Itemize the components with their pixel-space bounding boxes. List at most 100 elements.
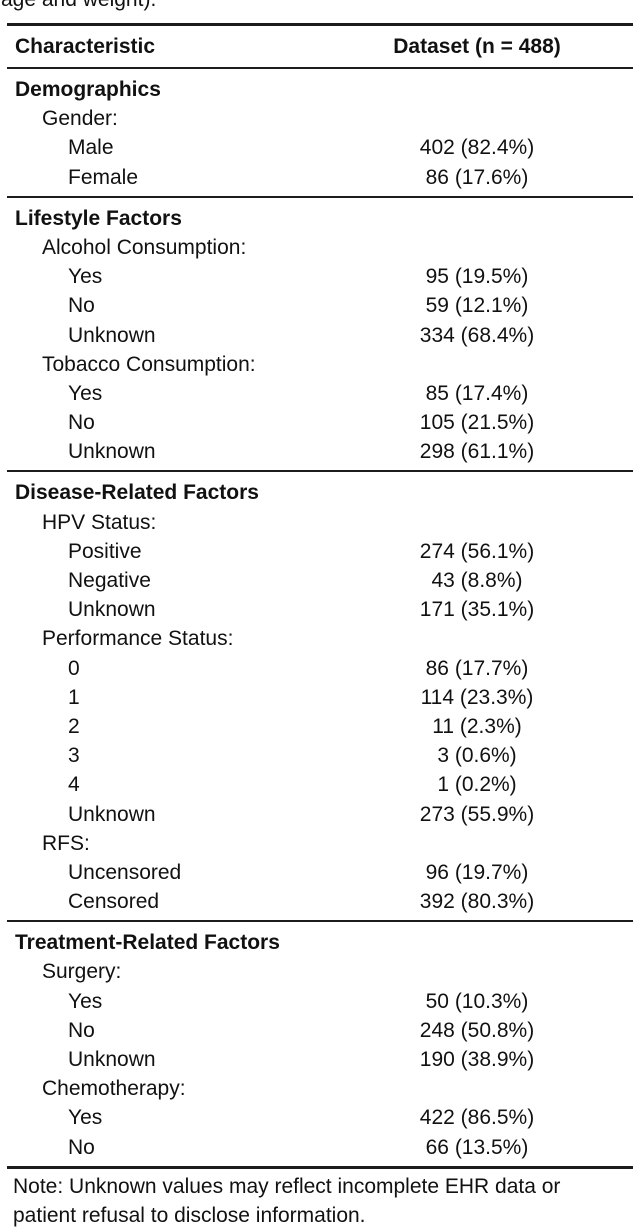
row-value: 402 (82.4%) xyxy=(419,136,535,160)
table-section: Demographics Gender: Male 402 (82.4%) Female… xyxy=(7,69,633,196)
table-row: Unknown 273 (55.9%) xyxy=(7,800,633,829)
row-value: 59 (12.1%) xyxy=(425,294,529,318)
row-label: 0 xyxy=(68,656,80,680)
row-value: 273 (55.9%) xyxy=(419,802,535,826)
table-row: Unknown 298 (61.1%) xyxy=(7,437,633,466)
row-value xyxy=(377,829,577,858)
section-header-row: Disease-Related Factors xyxy=(7,478,633,507)
table-section: Treatment-Related Factors Surgery: Yes 50 (… xyxy=(7,922,633,1166)
table-row: Gender: xyxy=(7,104,633,133)
row-label: No xyxy=(68,1135,95,1159)
note-line-1: Note: Unknown values may reflect incompl… xyxy=(13,1174,561,1198)
row-label: Unknown xyxy=(68,802,156,826)
row-value: 86 (17.7%) xyxy=(425,656,529,680)
section-divider-rule xyxy=(7,920,633,923)
row-label: No xyxy=(68,294,95,318)
row-value: 298 (61.1%) xyxy=(419,440,535,464)
row-value: 114 (23.3%) xyxy=(420,685,534,709)
header-dataset-n: Dataset (n = 488) xyxy=(393,35,561,58)
row-value: 95 (19.5%) xyxy=(425,265,529,289)
table-row: Negative 43 (8.8%) xyxy=(7,566,633,595)
row-label: No xyxy=(68,411,95,435)
section-divider-rule xyxy=(7,195,633,198)
row-value: 105 (21.5%) xyxy=(419,411,535,435)
row-label: RFS: xyxy=(42,831,90,855)
row-value: 85 (17.4%) xyxy=(425,381,529,405)
row-label: Unknown xyxy=(68,440,156,464)
row-label: Chemotherapy: xyxy=(42,1077,186,1101)
table-row: 3 3 (0.6%) xyxy=(7,741,633,770)
table-header-rule xyxy=(7,67,633,69)
row-label: 2 xyxy=(68,714,80,738)
row-label: Surgery: xyxy=(42,960,122,984)
table-bottom-rule xyxy=(7,1165,633,1169)
row-label: Yes xyxy=(68,989,103,1013)
row-value xyxy=(377,1074,577,1103)
table-row: Censored 392 (80.3%) xyxy=(7,887,633,916)
table-row: 2 11 (2.3%) xyxy=(7,712,633,741)
table-row: 4 1 (0.2%) xyxy=(7,770,633,799)
section-title-value-spacer xyxy=(377,928,577,957)
table-row: Unknown 190 (38.9%) xyxy=(7,1045,633,1074)
table-row: No 248 (50.8%) xyxy=(7,1016,633,1045)
row-label: Censored xyxy=(68,890,160,914)
table-row: Chemotherapy: xyxy=(7,1074,633,1103)
section-title-value-spacer xyxy=(377,75,577,104)
row-label: HPV Status: xyxy=(42,510,157,534)
table-row: RFS: xyxy=(7,829,633,858)
row-value xyxy=(377,233,577,262)
row-value: 50 (10.3%) xyxy=(425,989,529,1013)
section-header-row: Treatment-Related Factors xyxy=(7,928,633,957)
section-divider-rule xyxy=(7,470,633,473)
section-header-row: Lifestyle Factors xyxy=(7,204,633,233)
row-value: 190 (38.9%) xyxy=(419,1048,535,1071)
table-row: No 59 (12.1%) xyxy=(7,291,633,320)
row-value xyxy=(377,957,577,986)
row-label: Performance Status: xyxy=(42,627,234,651)
table-row: Yes 50 (10.3%) xyxy=(7,987,633,1016)
section-title: Lifestyle Factors xyxy=(15,206,182,230)
table-row: Tobacco Consumption: xyxy=(7,350,633,379)
section-title: Treatment-Related Factors xyxy=(15,931,280,955)
row-value xyxy=(377,104,577,133)
table-row: Yes 95 (19.5%) xyxy=(7,262,633,291)
row-label: Yes xyxy=(68,381,103,405)
row-label: Yes xyxy=(68,1106,103,1130)
table-note: Note: Unknown values may reflect incompl… xyxy=(0,1169,640,1231)
section-title-value-spacer xyxy=(377,204,577,233)
table-row: No 66 (13.5%) xyxy=(7,1133,633,1162)
row-value: 86 (17.6%) xyxy=(425,165,529,189)
row-value: 1 (0.2%) xyxy=(437,773,517,797)
row-label: Unknown xyxy=(68,598,156,622)
table-row: HPV Status: xyxy=(7,508,633,537)
cropped-paragraph-line: age and weight). xyxy=(0,0,640,23)
row-label: Negative xyxy=(68,569,151,592)
table-row: Performance Status: xyxy=(7,624,633,653)
row-label: Uncensored xyxy=(68,860,182,884)
section-title: Disease-Related Factors xyxy=(15,481,259,505)
table-row: No 105 (21.5%) xyxy=(7,408,633,437)
row-value: 334 (68.4%) xyxy=(419,323,535,347)
table-row: Unknown 171 (35.1%) xyxy=(7,595,633,624)
row-value: 11 (2.3%) xyxy=(432,714,522,738)
row-value: 392 (80.3%) xyxy=(419,890,535,914)
row-value: 274 (56.1%) xyxy=(419,539,535,563)
header-characteristic: Characteristic xyxy=(15,35,156,58)
table-section: Lifestyle Factors Alcohol Consumption: Yes… xyxy=(7,198,633,471)
row-label: Unknown xyxy=(68,323,156,347)
table-row: Positive 274 (56.1%) xyxy=(7,537,633,566)
patient-characteristics-table: Characteristic Dataset (n = 488) Demogra… xyxy=(7,23,633,1169)
table-row: Yes 422 (86.5%) xyxy=(7,1103,633,1132)
row-value xyxy=(377,624,577,653)
row-label: No xyxy=(68,1018,95,1042)
row-value: 43 (8.8%) xyxy=(431,569,523,592)
row-value: 248 (50.8%) xyxy=(419,1018,535,1042)
row-value: 3 (0.6%) xyxy=(437,744,517,768)
table-row: Alcohol Consumption: xyxy=(7,233,633,262)
row-label: 3 xyxy=(68,744,80,768)
row-value xyxy=(377,350,577,379)
table-row: Unknown 334 (68.4%) xyxy=(7,321,633,350)
cropped-paragraph-text: age and weight). xyxy=(1,0,156,12)
table-row: Uncensored 96 (19.7%) xyxy=(7,858,633,887)
